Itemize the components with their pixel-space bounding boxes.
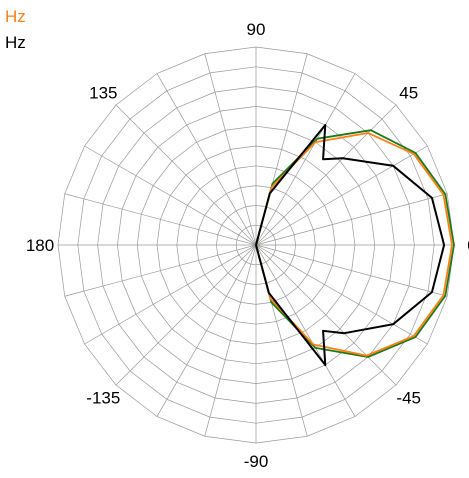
grid-spoke: [156, 73, 257, 246]
grid-spoke: [255, 244, 397, 386]
grid-spoke: [64, 193, 257, 246]
grid-spoke: [64, 244, 257, 297]
grid-spoke: [255, 244, 356, 417]
legend-entry-orange: Hz: [5, 7, 26, 26]
angle-tick-label: -135: [86, 389, 120, 408]
grid-spoke: [255, 104, 397, 246]
grid-spoke: [84, 145, 257, 246]
grid-spoke: [204, 244, 257, 437]
grid-spoke: [255, 145, 428, 246]
series-line-3: [255, 123, 446, 367]
series-line-2: [255, 132, 453, 357]
grid-spoke: [115, 244, 257, 386]
grid-spoke: [255, 193, 448, 246]
angle-tick-label: 0: [467, 236, 469, 255]
grid-spoke: [115, 104, 257, 246]
series-line-1: [255, 129, 455, 358]
angle-tick-label: 180: [26, 236, 54, 255]
grid-spoke: [84, 244, 257, 345]
grid-spoke: [204, 53, 257, 246]
angle-tick-label: -45: [396, 389, 421, 408]
chart-legend: Hz Hz: [5, 4, 26, 56]
grid-spoke: [255, 73, 356, 246]
angle-tick-label: 135: [89, 83, 117, 102]
angle-tick-label: 45: [399, 83, 418, 102]
angle-tick-label: -90: [244, 452, 269, 471]
angle-tick-label: 90: [247, 20, 266, 39]
grid-spoke: [255, 244, 428, 345]
legend-entry-black: Hz: [5, 33, 26, 52]
grid-spoke: [255, 244, 448, 297]
grid-spoke: [156, 244, 257, 417]
